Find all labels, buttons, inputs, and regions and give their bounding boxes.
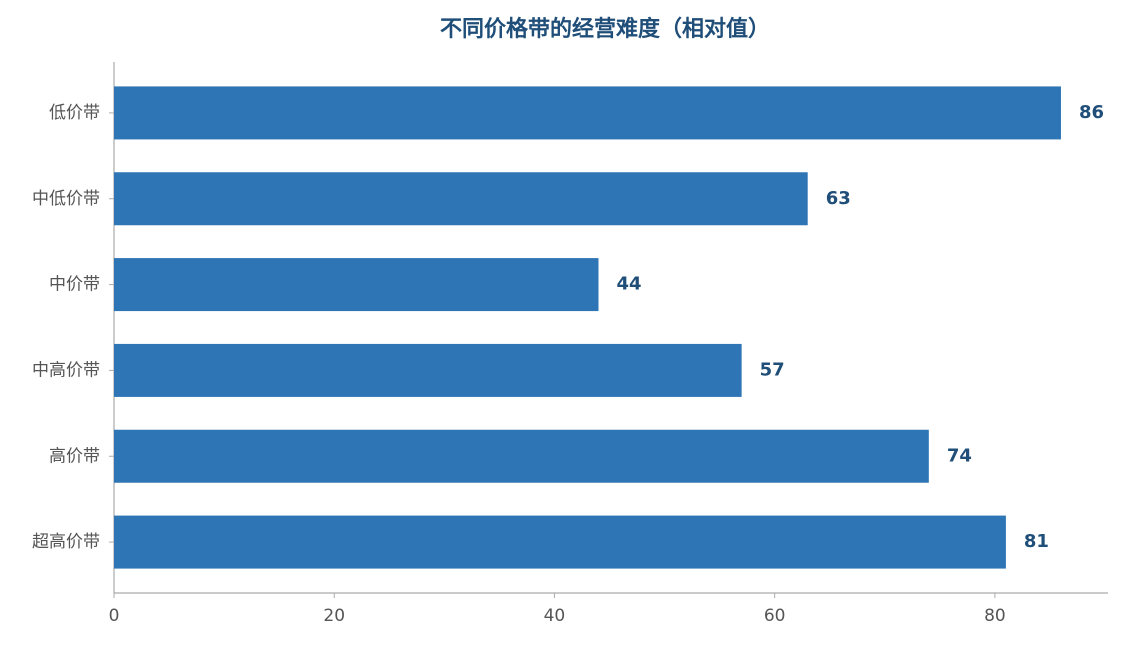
bar	[114, 86, 1061, 140]
y-tick-label: 中高价带	[32, 360, 100, 380]
x-tick-label: 20	[323, 606, 345, 626]
x-tick-label: 0	[109, 606, 120, 626]
x-tick-label: 60	[764, 606, 786, 626]
y-tick-label: 中价带	[49, 275, 100, 295]
value-label: 74	[947, 445, 972, 466]
bar	[114, 515, 1006, 569]
y-tick-label: 高价带	[49, 446, 100, 466]
bar	[114, 429, 929, 483]
value-label: 44	[616, 274, 641, 295]
y-tick-label: 超高价带	[32, 532, 100, 552]
value-label: 86	[1079, 102, 1104, 123]
value-label: 81	[1024, 531, 1049, 552]
value-label: 63	[826, 188, 851, 209]
bar	[114, 258, 599, 312]
bar	[114, 172, 808, 226]
x-tick-label: 80	[984, 606, 1006, 626]
y-tick-label: 低价带	[49, 103, 100, 123]
x-tick-label: 40	[544, 606, 566, 626]
chart-title: 不同价格带的经营难度（相对值）	[440, 16, 770, 42]
bar	[114, 343, 742, 397]
value-label: 57	[760, 359, 785, 380]
y-tick-label: 中低价带	[32, 189, 100, 209]
